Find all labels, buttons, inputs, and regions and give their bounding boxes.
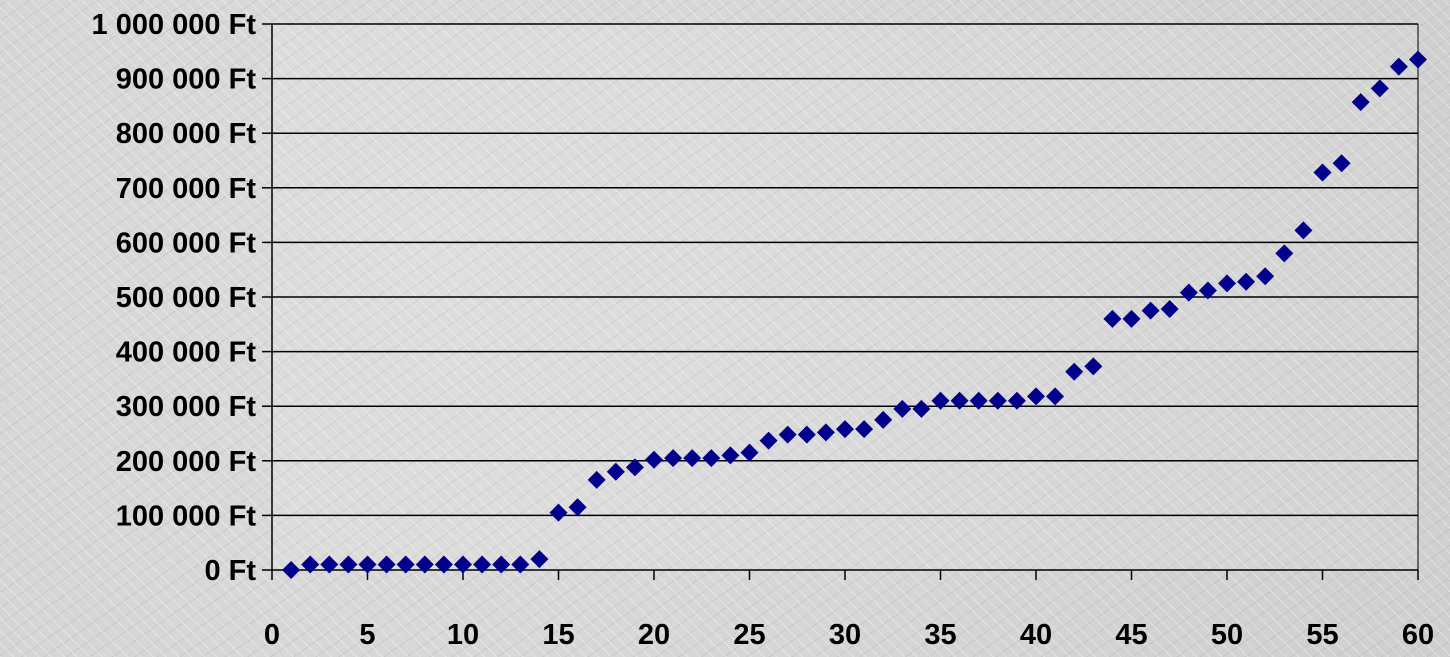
data-point-diamond xyxy=(511,555,530,574)
data-point-diamond xyxy=(1198,281,1217,300)
data-point-diamond xyxy=(282,561,301,579)
y-axis-tick-labels: 0 Ft 100 000 Ft 200 000 Ft 300 000 Ft 400 00… xyxy=(92,9,257,587)
data-point-diamond xyxy=(358,555,377,574)
data-point-diamond xyxy=(702,449,721,468)
data-point-diamond xyxy=(1122,309,1141,328)
data-point-diamond xyxy=(664,449,683,468)
data-point-diamond xyxy=(1065,362,1084,381)
x-tick-label: 0 xyxy=(264,619,280,651)
y-tick-label: 900 000 Ft xyxy=(116,64,257,96)
data-point-diamond xyxy=(1084,357,1103,376)
data-point-diamond xyxy=(855,420,874,439)
data-point-diamond xyxy=(816,423,835,442)
x-tick-label: 55 xyxy=(1306,619,1338,651)
y-tick-label: 1 000 000 Ft xyxy=(92,9,257,41)
data-point-diamond xyxy=(797,425,816,444)
data-point-diamond xyxy=(683,449,702,468)
data-point-diamond xyxy=(1370,79,1389,98)
data-point-diamond xyxy=(1046,387,1065,406)
data-point-diamond xyxy=(836,420,854,439)
data-point-diamond xyxy=(721,446,740,465)
data-point-diamond xyxy=(988,391,1007,410)
data-point-diamond xyxy=(434,555,453,574)
data-point-diamond xyxy=(396,555,415,574)
y-tick-label: 300 000 Ft xyxy=(116,391,257,423)
data-point-diamond xyxy=(568,498,587,517)
y-tick-label: 600 000 Ft xyxy=(116,227,257,259)
data-point-diamond xyxy=(473,555,492,574)
x-tick-label: 20 xyxy=(638,619,670,651)
data-point-diamond xyxy=(1351,93,1370,112)
data-point-diamond xyxy=(1027,387,1045,406)
data-point-diamond xyxy=(625,458,644,477)
x-tick-label: 60 xyxy=(1402,619,1434,651)
x-tick-label: 15 xyxy=(542,619,574,651)
data-point-diamond xyxy=(415,555,434,574)
data-point-diamond xyxy=(740,443,759,462)
data-point-diamond xyxy=(549,503,568,522)
x-tick-label: 10 xyxy=(447,619,479,651)
data-point-diamond xyxy=(645,450,663,469)
y-tick-label: 200 000 Ft xyxy=(116,446,257,478)
data-point-diamond xyxy=(606,462,625,481)
data-point-diamond xyxy=(1256,267,1275,286)
x-tick-label: 25 xyxy=(733,619,765,651)
data-point-diamond xyxy=(301,555,320,574)
data-point-diamond xyxy=(492,555,511,574)
y-tick-label: 100 000 Ft xyxy=(116,500,257,532)
y-tick-label: 400 000 Ft xyxy=(116,337,257,369)
data-point-diamond xyxy=(1218,274,1236,293)
x-tick-label: 45 xyxy=(1115,619,1147,651)
data-point-diamond xyxy=(1179,283,1198,302)
data-point-diamond xyxy=(1389,57,1408,76)
y-tick-label: 500 000 Ft xyxy=(116,282,257,314)
x-tick-label: 30 xyxy=(829,619,861,651)
data-point-diamond xyxy=(1007,391,1026,410)
x-tick-label: 50 xyxy=(1211,619,1243,651)
data-point-diamond xyxy=(377,555,396,574)
data-point-diamond xyxy=(1294,221,1313,240)
data-point-diamond xyxy=(1103,309,1122,328)
data-point-diamond xyxy=(320,555,339,574)
x-tick-label: 35 xyxy=(924,619,956,651)
data-point-diamond xyxy=(1313,163,1332,182)
data-point-diamond xyxy=(1160,300,1179,319)
gridlines xyxy=(272,23,1418,517)
data-point-diamond xyxy=(950,391,969,410)
x-axis-tick-labels: 0 5 10 15 20 25 30 35 40 45 50 55 60 xyxy=(264,619,1434,651)
data-point-diamond xyxy=(778,425,797,444)
data-point-diamond xyxy=(759,431,778,450)
y-tick-label: 0 Ft xyxy=(204,555,256,587)
data-points xyxy=(282,50,1427,579)
data-point-diamond xyxy=(1141,301,1160,320)
data-point-diamond xyxy=(530,550,549,569)
x-tick-label: 40 xyxy=(1020,619,1052,651)
data-point-diamond xyxy=(339,555,358,574)
data-point-diamond xyxy=(931,391,950,410)
y-tick-label: 800 000 Ft xyxy=(116,118,257,150)
data-point-diamond xyxy=(1275,244,1294,263)
data-point-diamond xyxy=(912,399,931,418)
data-point-diamond xyxy=(874,410,893,429)
data-point-diamond xyxy=(1237,272,1256,291)
data-point-diamond xyxy=(454,555,472,574)
y-tick-label: 700 000 Ft xyxy=(116,173,257,205)
data-point-diamond xyxy=(893,399,912,418)
x-tick-label: 5 xyxy=(359,619,375,651)
data-point-diamond xyxy=(587,470,606,489)
data-point-diamond xyxy=(1332,154,1351,173)
data-point-diamond xyxy=(969,391,988,410)
data-point-diamond xyxy=(1409,50,1427,69)
